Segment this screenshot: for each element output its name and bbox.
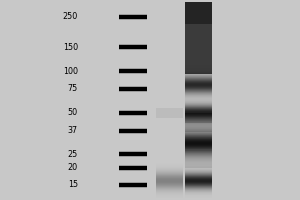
- Text: 100: 100: [63, 67, 78, 76]
- Text: 20: 20: [68, 163, 78, 172]
- Text: 250: 250: [63, 12, 78, 21]
- Text: 37: 37: [68, 126, 78, 135]
- Text: 150: 150: [63, 43, 78, 52]
- Text: 15: 15: [68, 180, 78, 189]
- Text: 75: 75: [68, 84, 78, 93]
- Text: 25: 25: [68, 150, 78, 159]
- Text: 50: 50: [68, 108, 78, 117]
